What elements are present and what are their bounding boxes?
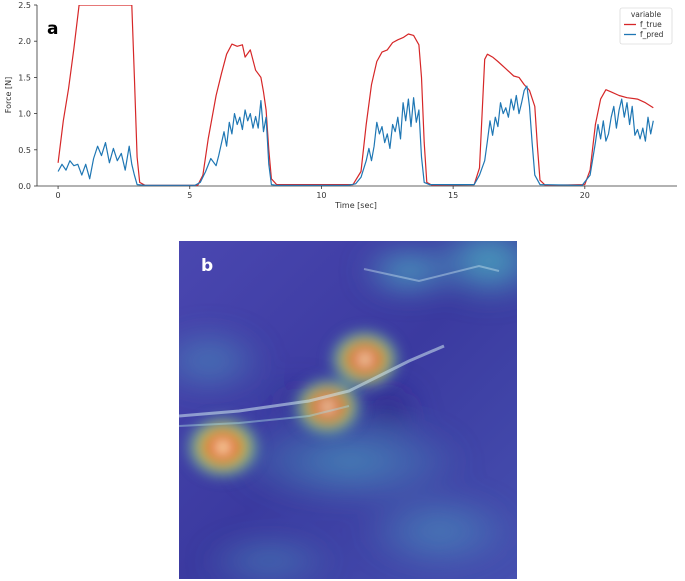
heatmap-hotspot bbox=[326, 326, 404, 392]
x-tick-label: 10 bbox=[316, 191, 326, 200]
heatmap-hotspot bbox=[182, 413, 263, 482]
y-tick-label: 1.0 bbox=[18, 110, 31, 119]
panel-label-b: b bbox=[201, 256, 213, 276]
chart-ticks: 0 5 10 15 20 0.0 0.5 1.0 1.5 2.0 2.5 bbox=[18, 1, 590, 200]
x-tick-label: 5 bbox=[187, 191, 192, 200]
chart-axes bbox=[36, 5, 677, 187]
panel-label-a: a bbox=[47, 19, 58, 39]
chart-series bbox=[57, 5, 654, 186]
series-line-f-pred bbox=[57, 85, 654, 186]
legend-entry: f_true bbox=[640, 20, 662, 29]
y-tick-label: 1.5 bbox=[18, 73, 31, 82]
y-tick-label: 2.5 bbox=[18, 1, 31, 10]
instrument-shaft bbox=[179, 264, 500, 427]
attention-heatmap: b bbox=[179, 241, 517, 579]
y-tick-label: 0.0 bbox=[18, 182, 31, 191]
force-chart: a 0 5 10 15 200.00.51.01.52.02.5 Time [sec] … bbox=[4, 1, 677, 210]
x-tick-label: 0 bbox=[56, 191, 61, 200]
y-axis-label: Force [N] bbox=[4, 77, 13, 113]
y-tick-label: 2.0 bbox=[18, 37, 31, 46]
legend-entry: f_pred bbox=[640, 30, 664, 39]
heatmap-regions bbox=[179, 241, 517, 579]
x-tick-label: 20 bbox=[580, 191, 590, 200]
x-tick-label: 15 bbox=[448, 191, 458, 200]
x-axis-label: Time [sec] bbox=[334, 201, 377, 210]
series-line-f-true bbox=[57, 5, 654, 186]
heatmap-image: b bbox=[179, 241, 517, 579]
y-tick-label: 0.5 bbox=[18, 146, 31, 155]
legend-title: variable bbox=[631, 10, 662, 19]
